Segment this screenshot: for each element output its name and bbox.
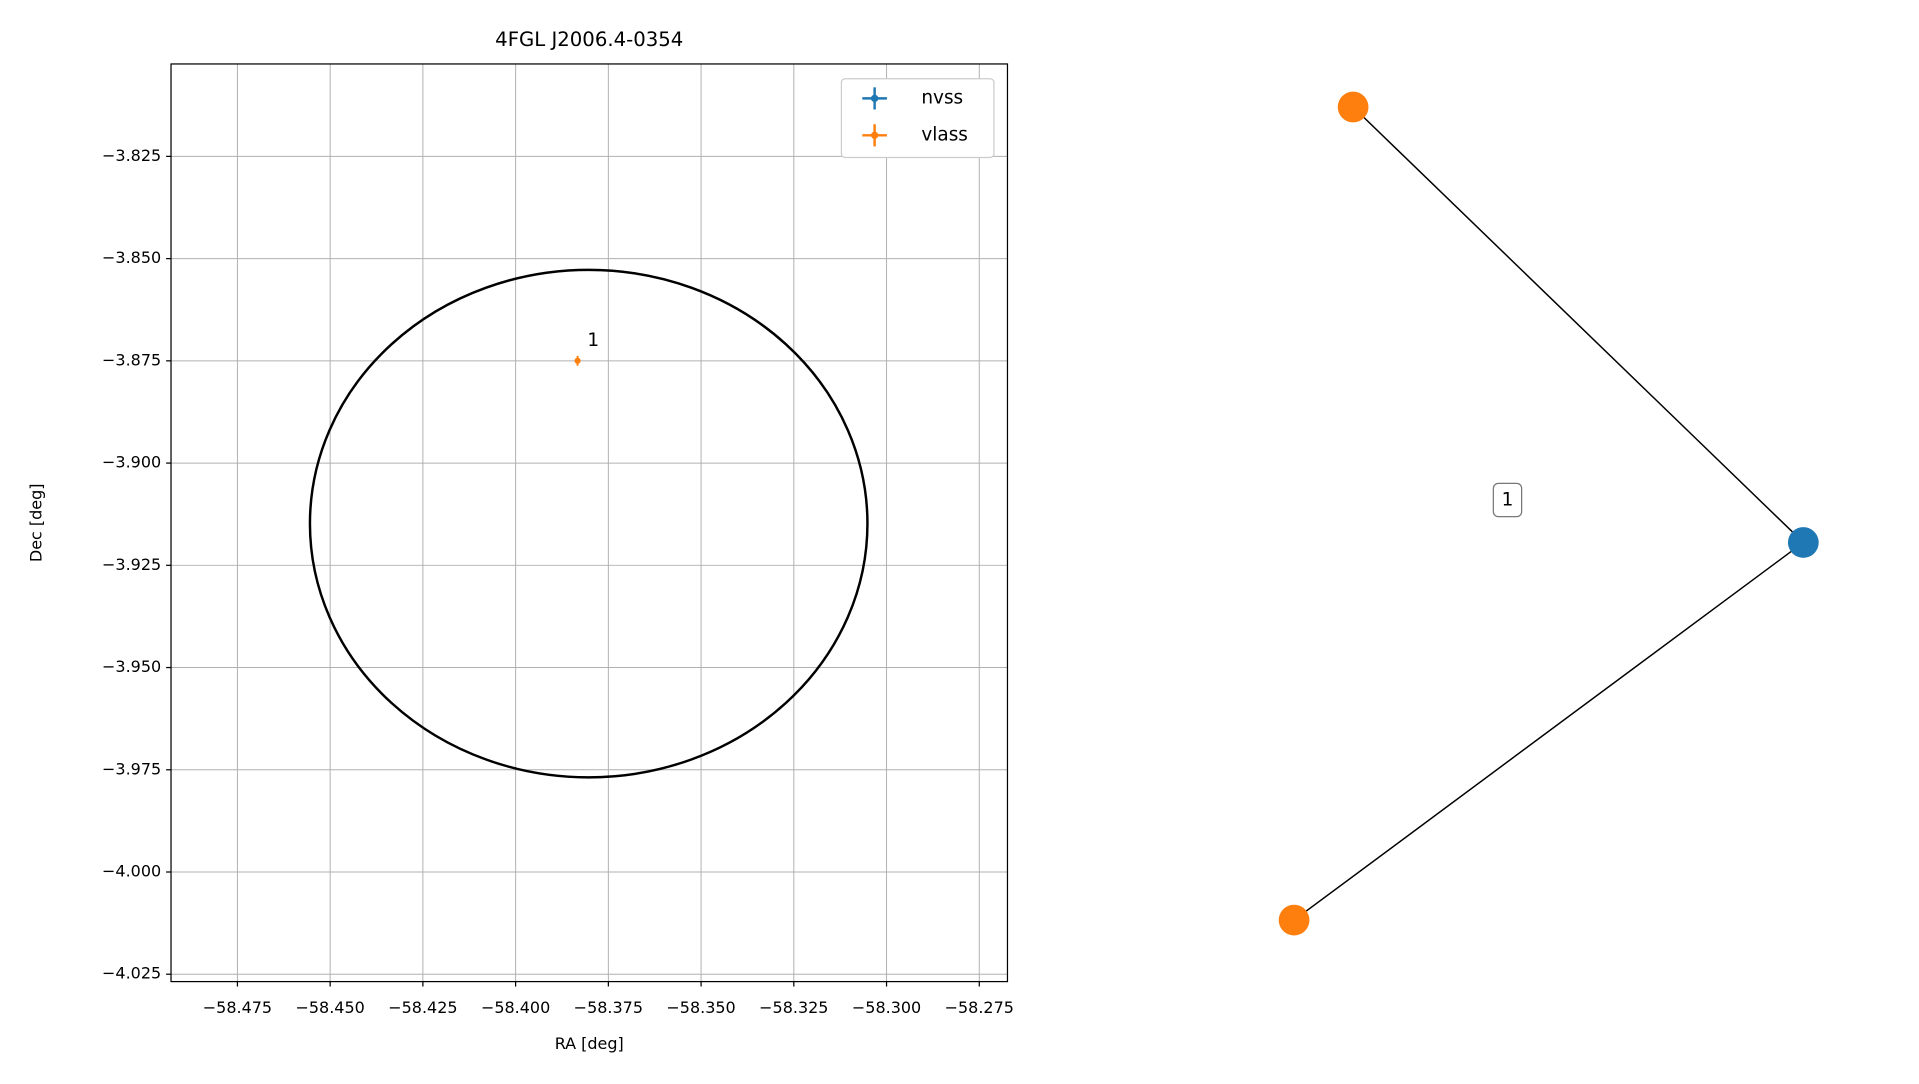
legend-box (840, 78, 995, 159)
y-tick-label: −3.900 (102, 453, 161, 472)
node (1278, 904, 1310, 936)
x-tick-label: −58.350 (666, 998, 735, 1017)
region-ellipse (308, 268, 869, 779)
edge-label-box (1492, 482, 1523, 518)
legend-symbol (870, 131, 879, 139)
legend-label: nvss (921, 87, 963, 108)
legend-symbol (870, 94, 879, 103)
point (574, 357, 581, 364)
node (1337, 91, 1369, 123)
x-tick-label: −58.325 (759, 998, 828, 1017)
legend: nvss vlass (840, 78, 995, 159)
legend-label: vlass (921, 124, 968, 145)
plot-frame (170, 63, 1009, 983)
edge (1352, 106, 1804, 543)
edge-label: 1 (1502, 490, 1514, 511)
x-tick-label: −58.275 (945, 998, 1014, 1017)
y-tick-label: −3.925 (102, 555, 161, 574)
y-tick-label: −4.025 (102, 964, 161, 983)
y-tick-label: −3.875 (102, 350, 161, 369)
y-axis-label: Dec [deg] (26, 483, 45, 562)
y-tick-label: −3.825 (102, 146, 161, 165)
y-tick-label: −3.975 (102, 759, 161, 778)
x-tick-label: −58.475 (203, 998, 272, 1017)
point-label: 1 (587, 330, 599, 351)
x-tick-label: −58.425 (388, 998, 457, 1017)
y-tick-label: −4.000 (102, 862, 161, 881)
x-tick-label: −58.300 (852, 998, 921, 1017)
y-tick-label: −3.950 (102, 657, 161, 676)
edge (1293, 541, 1804, 921)
y-tick-label: −3.850 (102, 248, 161, 267)
node (1787, 527, 1819, 558)
x-tick-label: −58.375 (574, 998, 643, 1017)
x-tick-label: −58.400 (481, 998, 550, 1017)
x-axis-label: RA [deg] (555, 1034, 624, 1053)
chart-title: 4FGL J2006.4-0354 (495, 28, 683, 51)
x-tick-label: −58.450 (295, 998, 364, 1017)
